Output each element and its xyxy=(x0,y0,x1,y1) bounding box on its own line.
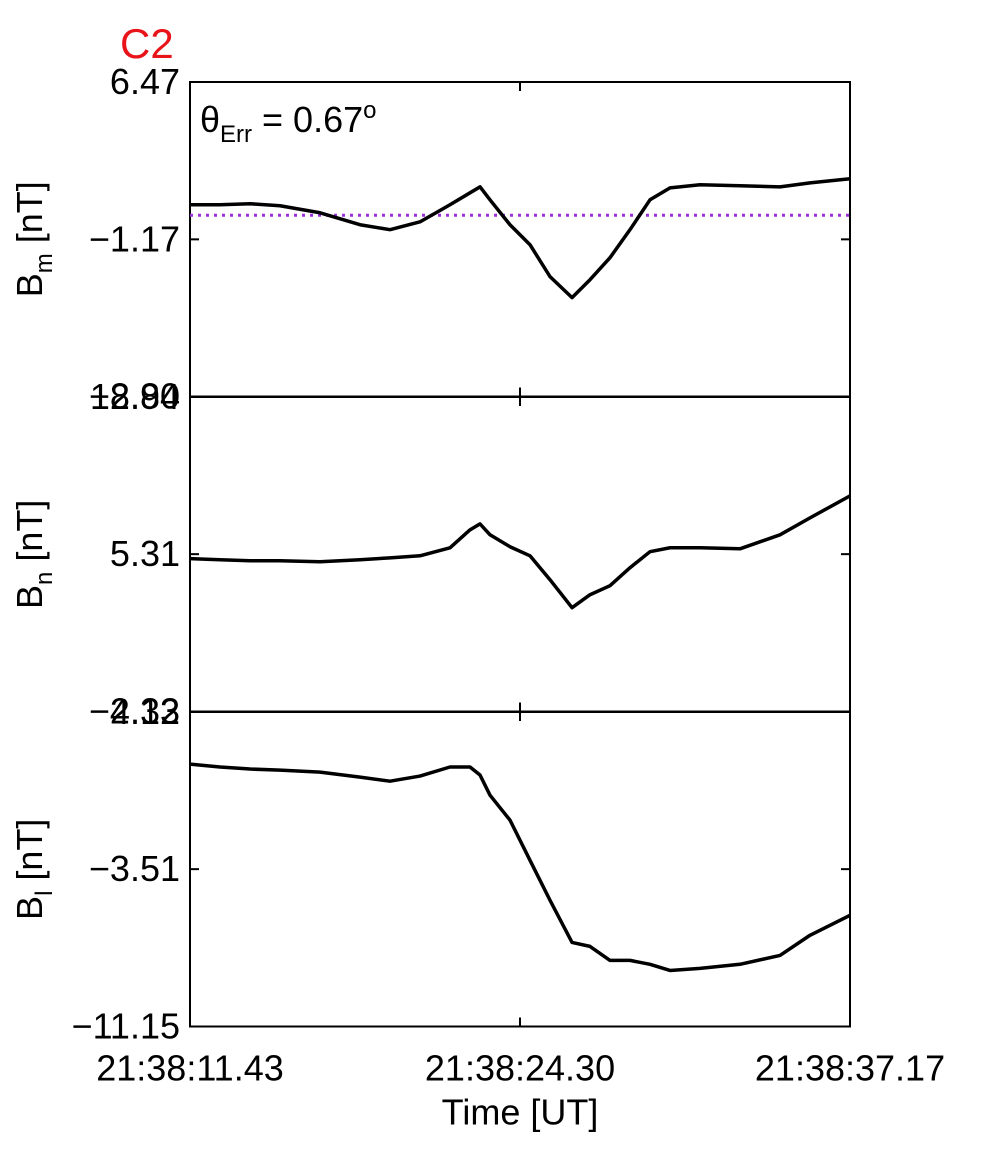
y-label-subscript: l xyxy=(31,891,58,896)
annotation-superscript: o xyxy=(363,97,376,124)
annotation: θErr = 0.67o xyxy=(200,97,376,148)
y-tick-label: 5.31 xyxy=(110,533,180,574)
x-tick-label: 21:38:11.43 xyxy=(96,1048,284,1089)
y-label-unit: [nT] xyxy=(9,181,50,253)
y-axis-label: Bm [nT] xyxy=(9,181,58,297)
y-tick-label: −8.80 xyxy=(89,376,180,417)
y-label-subscript: n xyxy=(31,572,58,585)
chart-title: C2 xyxy=(120,20,174,67)
y-tick-label: −2.33 xyxy=(89,691,180,732)
data-line xyxy=(190,177,851,300)
data-line xyxy=(189,762,851,973)
y-tick-label: −1.17 xyxy=(89,218,180,259)
y-tick-label: 12.94 xyxy=(90,376,180,417)
y-tick-label: −11.15 xyxy=(72,1006,180,1047)
y-tick-label: 4.12 xyxy=(110,691,180,732)
y-label-subscript: m xyxy=(31,253,58,273)
plot-frame xyxy=(189,711,851,1028)
annotation-subscript: Err xyxy=(220,121,252,148)
x-tick-label: 21:38:37.17 xyxy=(755,1048,945,1089)
y-label-base: B xyxy=(9,273,50,297)
y-label-base: B xyxy=(9,585,50,609)
y-axis-label: Bl [nT] xyxy=(9,819,58,920)
y-label-base: B xyxy=(9,896,50,920)
y-label-unit: [nT] xyxy=(9,500,50,572)
annotation-text: = 0.67 xyxy=(252,99,363,140)
data-line xyxy=(189,494,851,610)
y-tick-label: 6.47 xyxy=(110,61,180,102)
plot-frame xyxy=(189,396,851,713)
x-tick-label: 21:38:24.30 xyxy=(425,1048,615,1089)
x-axis-label: Time [UT] xyxy=(442,1092,599,1133)
y-axis-label: Bn [nT] xyxy=(9,500,58,609)
y-tick-label: −3.51 xyxy=(89,848,180,889)
y-label-unit: [nT] xyxy=(9,819,50,891)
annotation-symbol: θ xyxy=(200,99,220,140)
